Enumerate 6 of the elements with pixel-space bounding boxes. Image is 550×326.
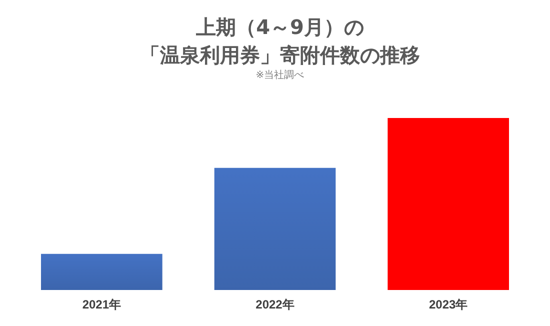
chart-title: 上期（4～9月）の: [195, 15, 364, 39]
x-tick-label: 2022年: [256, 298, 294, 312]
chart-subtitle: 「温泉利用券」寄附件数の推移: [140, 43, 420, 67]
x-tick-label: 2021年: [82, 298, 122, 312]
x-tick-label: 2023年: [428, 298, 468, 312]
text: ※当社調べ: [256, 69, 304, 81]
